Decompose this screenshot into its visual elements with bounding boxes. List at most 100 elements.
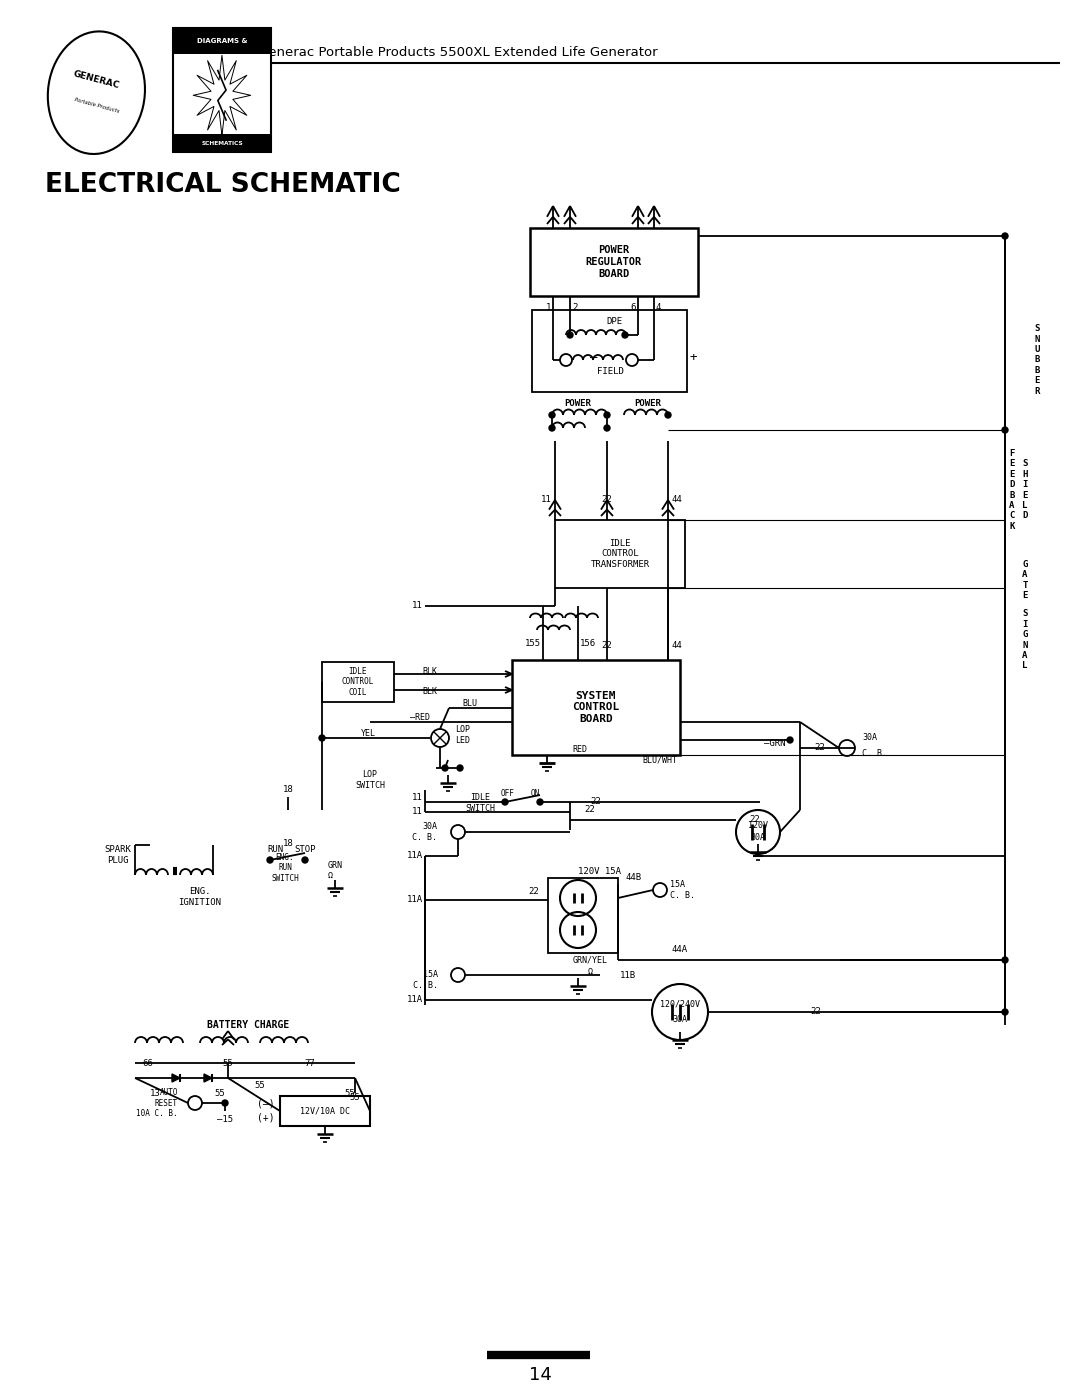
Text: 22: 22 <box>584 806 595 814</box>
Text: 14: 14 <box>528 1366 552 1384</box>
Circle shape <box>1002 427 1008 433</box>
Text: IDLE
CONTROL
TRANSFORMER: IDLE CONTROL TRANSFORMER <box>591 539 649 569</box>
Text: SYSTEM
CONTROL
BOARD: SYSTEM CONTROL BOARD <box>572 692 620 724</box>
Text: 15A
C. B.: 15A C. B. <box>670 880 696 900</box>
Text: 120V 15A: 120V 15A <box>579 868 621 876</box>
Text: 12V/10A DC: 12V/10A DC <box>300 1106 350 1115</box>
Text: BLU: BLU <box>462 698 477 707</box>
Text: –RED: –RED <box>410 712 430 721</box>
Text: 6: 6 <box>631 303 636 313</box>
Text: 30A: 30A <box>751 834 766 842</box>
Bar <box>322 662 394 703</box>
Text: 11: 11 <box>413 601 423 609</box>
Text: BLK: BLK <box>422 666 437 676</box>
Bar <box>530 228 698 296</box>
Bar <box>280 1097 370 1126</box>
Circle shape <box>1002 233 1008 239</box>
Circle shape <box>319 735 325 740</box>
Text: 11A: 11A <box>407 852 423 861</box>
Text: +: + <box>690 352 698 365</box>
Text: 30A
C. B.: 30A C. B. <box>411 823 437 842</box>
Circle shape <box>457 766 463 771</box>
Text: 11B: 11B <box>620 971 636 979</box>
Text: POWER
REGULATOR
BOARD: POWER REGULATOR BOARD <box>585 246 643 278</box>
Text: Ω: Ω <box>328 870 333 880</box>
Circle shape <box>267 856 273 863</box>
Text: 1: 1 <box>545 303 551 313</box>
Text: 44A: 44A <box>672 946 688 954</box>
Text: LOP
SWITCH: LOP SWITCH <box>355 770 384 789</box>
Text: 22: 22 <box>750 816 760 824</box>
Text: F
E
E
D
B
A
C
K: F E E D B A C K <box>1010 448 1015 531</box>
Circle shape <box>1002 1009 1008 1016</box>
Text: 2: 2 <box>572 303 578 313</box>
Text: 55: 55 <box>222 1059 233 1067</box>
Text: IDLE
SWITCH: IDLE SWITCH <box>465 793 495 813</box>
Bar <box>548 877 618 953</box>
Text: S
I
G
N
A
L: S I G N A L <box>1023 609 1028 671</box>
Bar <box>532 310 687 393</box>
Text: 18: 18 <box>283 838 294 848</box>
Text: ENG.
IGNITION: ENG. IGNITION <box>178 887 221 907</box>
Text: FIELD: FIELD <box>596 367 623 377</box>
Text: C. B.: C. B. <box>862 749 887 757</box>
Circle shape <box>442 766 448 771</box>
Text: 11A: 11A <box>407 895 423 904</box>
Text: 15A
C. B.: 15A C. B. <box>413 971 438 989</box>
Text: 22: 22 <box>528 887 539 897</box>
Text: 120V: 120V <box>748 821 768 830</box>
Text: LOP
LED: LOP LED <box>455 725 470 745</box>
Circle shape <box>549 425 555 432</box>
Text: DPE: DPE <box>606 317 622 327</box>
Text: 22: 22 <box>602 641 612 651</box>
Text: (–): (–) <box>257 1099 275 1109</box>
Text: ON: ON <box>530 788 540 798</box>
Text: 18: 18 <box>283 785 294 795</box>
Text: BLK: BLK <box>422 686 437 696</box>
Text: 13: 13 <box>150 1088 160 1098</box>
Text: S
N
U
B
B
E
R: S N U B B E R <box>1035 324 1040 395</box>
Circle shape <box>622 332 627 338</box>
Text: 66: 66 <box>143 1059 153 1067</box>
Text: 22: 22 <box>590 798 600 806</box>
Text: –: – <box>590 352 597 365</box>
Text: 22: 22 <box>602 496 612 504</box>
Text: 11: 11 <box>413 807 423 816</box>
Text: G
A
T
E: G A T E <box>1023 560 1028 601</box>
Text: POWER: POWER <box>565 398 592 408</box>
Text: (+): (+) <box>257 1113 275 1123</box>
Text: Ω: Ω <box>588 968 593 977</box>
Circle shape <box>1002 957 1008 963</box>
Text: ENG.
RUN
SWITCH: ENG. RUN SWITCH <box>271 854 299 883</box>
Text: SPARK
PLUG: SPARK PLUG <box>105 845 132 865</box>
Polygon shape <box>172 1074 180 1083</box>
Text: –GRN: –GRN <box>764 739 785 747</box>
Text: OFF: OFF <box>501 788 515 798</box>
Text: 11A: 11A <box>407 996 423 1004</box>
Text: GRN: GRN <box>328 861 343 869</box>
Text: STOP: STOP <box>294 845 315 855</box>
Text: 44: 44 <box>671 496 681 504</box>
Text: ELECTRICAL SCHEMATIC: ELECTRICAL SCHEMATIC <box>45 172 401 198</box>
Text: 30A: 30A <box>862 733 877 742</box>
Circle shape <box>222 1099 228 1106</box>
Text: –15: –15 <box>217 1115 233 1123</box>
Text: 30A: 30A <box>673 1016 688 1024</box>
Text: GRN/YEL: GRN/YEL <box>572 956 607 964</box>
Circle shape <box>549 412 555 418</box>
Text: BATTERY CHARGE: BATTERY CHARGE <box>207 1020 289 1030</box>
Text: 55: 55 <box>255 1081 266 1091</box>
Text: POWER: POWER <box>635 398 661 408</box>
Text: 44: 44 <box>671 641 681 651</box>
Text: 77: 77 <box>305 1059 315 1067</box>
Text: 120/240V: 120/240V <box>660 999 700 1009</box>
Circle shape <box>787 738 793 743</box>
Text: AUTO
RESET
10A C. B.: AUTO RESET 10A C. B. <box>136 1088 178 1118</box>
Bar <box>555 520 685 588</box>
Circle shape <box>604 425 610 432</box>
Text: BLU/WHT: BLU/WHT <box>643 756 677 764</box>
Text: 55: 55 <box>345 1088 355 1098</box>
Text: 55: 55 <box>350 1094 361 1102</box>
Polygon shape <box>204 1074 212 1083</box>
Text: YEL: YEL <box>361 728 376 738</box>
